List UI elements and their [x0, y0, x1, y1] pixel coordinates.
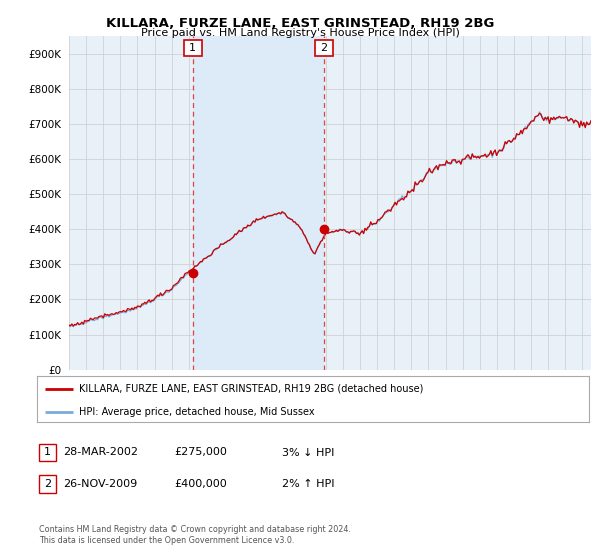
Bar — [193, 36, 324, 370]
Text: 28-MAR-2002: 28-MAR-2002 — [63, 447, 138, 458]
Text: 2% ↑ HPI: 2% ↑ HPI — [282, 479, 335, 489]
Text: 2: 2 — [320, 43, 328, 53]
Text: KILLARA, FURZE LANE, EAST GRINSTEAD, RH19 2BG (detached house): KILLARA, FURZE LANE, EAST GRINSTEAD, RH1… — [79, 384, 423, 394]
Text: Contains HM Land Registry data © Crown copyright and database right 2024.
This d: Contains HM Land Registry data © Crown c… — [39, 525, 351, 545]
Text: 1: 1 — [44, 447, 51, 458]
Text: 1: 1 — [189, 43, 196, 53]
Text: 26-NOV-2009: 26-NOV-2009 — [63, 479, 137, 489]
Text: KILLARA, FURZE LANE, EAST GRINSTEAD, RH19 2BG: KILLARA, FURZE LANE, EAST GRINSTEAD, RH1… — [106, 17, 494, 30]
Text: Price paid vs. HM Land Registry's House Price Index (HPI): Price paid vs. HM Land Registry's House … — [140, 28, 460, 38]
Text: £275,000: £275,000 — [174, 447, 227, 458]
Text: 2: 2 — [44, 479, 51, 489]
Text: 3% ↓ HPI: 3% ↓ HPI — [282, 447, 334, 458]
Text: £400,000: £400,000 — [174, 479, 227, 489]
Text: HPI: Average price, detached house, Mid Sussex: HPI: Average price, detached house, Mid … — [79, 407, 314, 417]
